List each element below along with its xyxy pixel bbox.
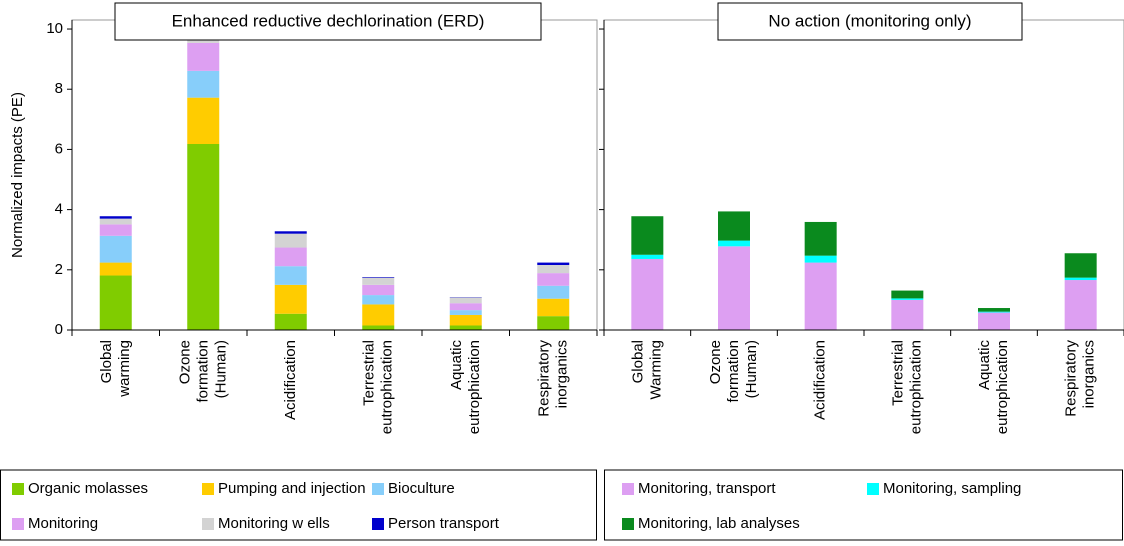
bar-segment [631, 255, 663, 259]
legend-label: Organic molasses [28, 480, 148, 497]
x-tick-label: GlobalWarming [629, 340, 664, 399]
x-tick-label: Respiratoryinorganics [1063, 340, 1098, 417]
bar-segment [187, 43, 219, 71]
bar-segment [537, 263, 569, 265]
legend-label: Pumping and injection [218, 480, 366, 497]
bar-segment [718, 246, 750, 330]
x-tick-label: Aquaticeutrophication [448, 340, 483, 435]
x-tick-label: Terrestrialeutrophication [889, 340, 924, 434]
legend-swatch [867, 483, 879, 495]
bar-segment [891, 300, 923, 330]
x-tick-label: Acidification [282, 340, 299, 420]
legend-label: Monitoring w ells [218, 515, 330, 532]
bar-segment [1065, 280, 1097, 330]
plot-frame [604, 20, 1124, 330]
y-axis-label: Normalized impacts (PE) [9, 92, 26, 258]
x-tick-label: Respiratoryinorganics [535, 340, 570, 417]
bar-segment [275, 314, 307, 330]
bar-segment [275, 231, 307, 233]
bar-segment [450, 303, 482, 310]
bar-segment [100, 216, 132, 218]
legend-label: Monitoring, lab analyses [638, 515, 800, 532]
legend-swatch [12, 518, 24, 530]
x-tick-label: Globalwarming [98, 340, 133, 398]
bar-segment [362, 325, 394, 330]
bar-segment [275, 248, 307, 267]
legend-label: Monitoring, sampling [883, 480, 1021, 497]
bar-segment [805, 263, 837, 330]
bar-segment [718, 241, 750, 247]
bar-segment [537, 286, 569, 299]
bar-segment [805, 256, 837, 263]
bar-segment [537, 273, 569, 286]
bar-segment [631, 216, 663, 255]
x-tick-label: Aquaticeutrophication [976, 340, 1011, 435]
bar-segment [275, 285, 307, 314]
bar-segment [362, 285, 394, 295]
legend-swatch [12, 483, 24, 495]
plot-frame [72, 20, 597, 330]
chart-title: Enhanced reductive dechlorination (ERD) [172, 11, 485, 30]
bar-segment [537, 265, 569, 273]
legend-label: Person transport [388, 515, 500, 532]
bar-segment [978, 312, 1010, 313]
x-tick-label: Ozoneformation(Human) [707, 340, 760, 403]
legend-label: Monitoring, transport [638, 480, 776, 497]
bar-segment [631, 259, 663, 330]
y-tick-label: 4 [55, 201, 63, 218]
y-tick-label: 6 [55, 140, 63, 157]
bar-segment [450, 297, 482, 303]
legend-swatch [372, 518, 384, 530]
bar-segment [362, 295, 394, 304]
bar-segment [805, 222, 837, 256]
bar-segment [891, 298, 923, 300]
y-tick-label: 2 [55, 261, 63, 278]
bar-segment [187, 98, 219, 144]
bar-segment [275, 266, 307, 285]
legend-label: Bioculture [388, 480, 455, 497]
legend-swatch [372, 483, 384, 495]
bar-segment [187, 144, 219, 330]
legend-swatch [622, 518, 634, 530]
x-tick-label: Terrestrialeutrophication [360, 340, 395, 434]
x-tick-label: Ozoneformation(Human) [176, 340, 229, 403]
bar-segment [450, 325, 482, 330]
x-tick-label: Acidification [812, 340, 829, 420]
bar-segment [100, 263, 132, 276]
chart-title: No action (monitoring only) [768, 11, 971, 30]
bar-segment [537, 316, 569, 330]
bar-segment [537, 299, 569, 316]
legend-swatch [202, 483, 214, 495]
bar-segment [362, 304, 394, 325]
y-tick-label: 8 [55, 80, 63, 97]
bar-segment [718, 211, 750, 240]
legend-swatch [622, 483, 634, 495]
bar-segment [1065, 253, 1097, 277]
bar-segment [1065, 278, 1097, 280]
bar-segment [362, 278, 394, 285]
y-tick-label: 10 [46, 20, 63, 37]
bar-segment [100, 236, 132, 263]
legend-label: Monitoring [28, 515, 98, 532]
y-tick-label: 0 [55, 321, 63, 338]
bar-segment [978, 313, 1010, 330]
bar-segment [100, 219, 132, 225]
legend-swatch [202, 518, 214, 530]
bar-segment [891, 291, 923, 299]
bar-segment [450, 315, 482, 326]
bar-segment [450, 310, 482, 315]
bar-segment [275, 234, 307, 248]
bar-segment [362, 277, 394, 278]
bar-segment [187, 71, 219, 98]
bar-segment [100, 224, 132, 235]
bar-segment [978, 308, 1010, 312]
bar-segment [100, 276, 132, 330]
